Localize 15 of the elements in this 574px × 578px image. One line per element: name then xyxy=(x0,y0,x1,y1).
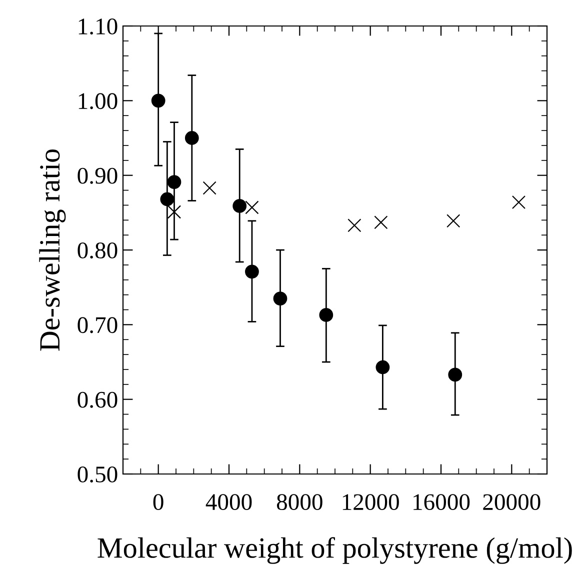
x-tick-label: 20000 xyxy=(483,494,540,510)
y-tick-label: 1.10 xyxy=(78,18,118,35)
y-tick-label: 1.00 xyxy=(78,93,118,110)
x-tick-label: 4000 xyxy=(206,494,252,510)
y-tick-label: 0.60 xyxy=(78,392,118,408)
y-tick-label: 0.80 xyxy=(78,242,118,259)
x-tick-label: 16000 xyxy=(414,494,470,510)
x-axis-title: Molecular weight of polystyrene (g/mol) xyxy=(98,537,572,564)
y-axis-title: De-swelling ratio xyxy=(39,149,66,351)
x-tick-label: 0 xyxy=(153,494,164,510)
y-tick-label: 0.70 xyxy=(78,317,118,334)
x-tick-label: 8000 xyxy=(276,494,322,510)
y-tick-label: 0.50 xyxy=(78,466,118,483)
x-tick-label: 12000 xyxy=(342,494,399,510)
y-tick-label: 0.90 xyxy=(78,168,118,184)
